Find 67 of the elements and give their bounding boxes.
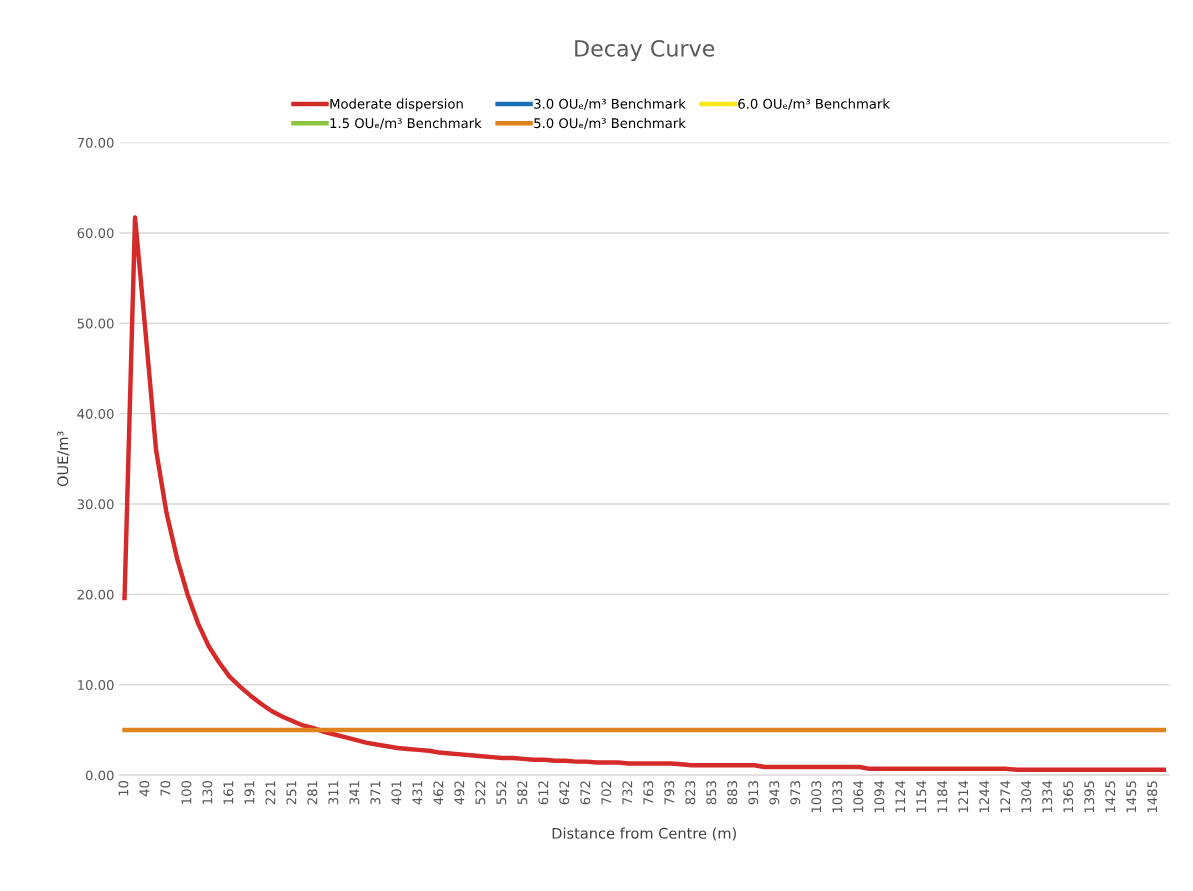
x-tick-label: 913: [748, 781, 759, 805]
y-tick-label: 20.00: [77, 589, 114, 600]
x-tick-label: 1033: [832, 781, 843, 813]
y-axis-title: OUE/m³: [57, 431, 70, 487]
x-tick-label: 401: [391, 781, 402, 805]
x-tick-label: 1485: [1147, 781, 1158, 813]
y-tick-label: 60.00: [77, 228, 114, 239]
legend-label: 5.0 OUₑ/m³ Benchmark: [534, 117, 686, 130]
x-tick-label: 251: [286, 781, 297, 805]
y-tick-label: 70.00: [77, 137, 114, 148]
x-tick-label: 40: [139, 780, 150, 797]
x-tick-label: 883: [727, 781, 738, 805]
x-tick-label: 161: [223, 781, 234, 804]
legend-label: Moderate dispersion: [330, 98, 463, 112]
legend-label: 1.5 OUₑ/m³ Benchmark: [330, 117, 482, 130]
x-tick-label: 1455: [1126, 781, 1137, 813]
x-tick-label: 1214: [958, 780, 969, 813]
legend-label: 3.0 OUₑ/m³ Benchmark: [534, 98, 686, 110]
x-tick-label: 311: [328, 781, 339, 805]
x-tick-label: 1425: [1105, 781, 1116, 813]
x-tick-label: 341: [349, 781, 360, 805]
x-tick-label: 1395: [1084, 781, 1095, 813]
x-tick-label: 642: [559, 781, 570, 805]
x-tick-label: 371: [370, 781, 381, 805]
x-tick-label: 1334: [1042, 780, 1053, 813]
x-tick-label: 10: [118, 780, 129, 796]
x-axis-title: Distance from Centre (m): [552, 827, 736, 841]
x-tick-label: 522: [475, 781, 486, 805]
x-tick-label: 1365: [1063, 781, 1074, 813]
x-tick-label: 191: [244, 781, 255, 804]
x-tick-label: 1064: [853, 780, 864, 813]
y-tick-label: 10.00: [78, 680, 114, 690]
x-tick-label: 973: [790, 781, 801, 805]
x-tick-label: 1124: [895, 780, 906, 813]
x-tick-label: 672: [580, 781, 591, 805]
y-tick-label: 40.00: [77, 408, 114, 419]
x-tick-label: 1184: [937, 780, 948, 813]
x-tick-label: 70: [160, 780, 171, 796]
x-tick-label: 1274: [1000, 780, 1011, 813]
x-tick-label: 1244: [979, 780, 990, 813]
x-tick-label: 221: [265, 781, 276, 805]
x-tick-label: 130: [202, 780, 213, 804]
x-tick-label: 853: [706, 781, 717, 805]
x-tick-label: 823: [685, 781, 696, 805]
line-series: [122, 215, 1167, 772]
x-tick-label: 763: [643, 781, 654, 805]
x-tick-label: 702: [601, 781, 612, 805]
x-tick-label: 793: [664, 781, 675, 805]
chart-title: Decay Curve: [575, 39, 715, 62]
x-tick-label: 492: [454, 781, 465, 805]
y-tick-label: 30.00: [77, 499, 114, 510]
x-tick-label: 1094: [874, 780, 885, 813]
x-tick-label: 1003: [811, 781, 822, 813]
x-tick-label: 462: [433, 781, 444, 805]
y-tick-label: 50.00: [77, 318, 114, 329]
y-tick-label: 0.00: [85, 770, 114, 781]
legend-label: 6.0 OUₑ/m³ Benchmark: [738, 98, 890, 110]
x-tick-label: 732: [622, 781, 633, 805]
x-tick-label: 552: [496, 781, 507, 805]
x-tick-label: 281: [307, 781, 318, 805]
x-tick-label: 431: [412, 781, 423, 805]
x-tick-label: 1154: [916, 780, 927, 813]
x-tick-label: 582: [517, 781, 528, 805]
x-tick-label: 943: [769, 781, 780, 805]
x-tick-label: 612: [538, 781, 549, 805]
x-tick-label: 100: [181, 780, 192, 804]
x-tick-label: 1304: [1021, 780, 1032, 813]
